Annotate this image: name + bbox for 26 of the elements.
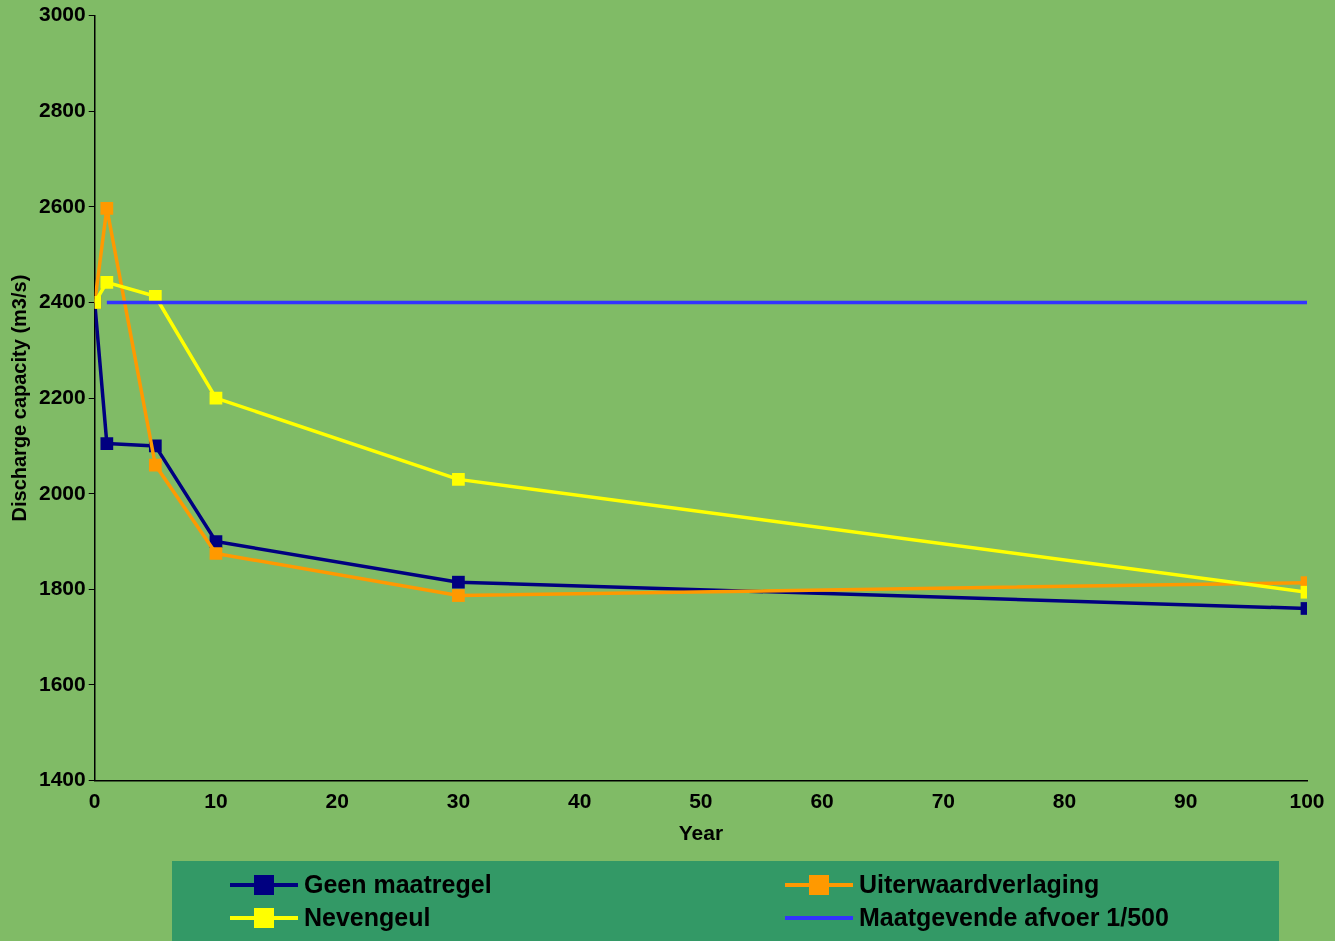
x-tick-label: 10 — [204, 789, 228, 812]
legend-label: Maatgevende afvoer 1/500 — [859, 903, 1169, 932]
legend-label: Uiterwaardverlaging — [859, 870, 1100, 899]
y-tick-label: 1400 — [39, 767, 86, 791]
y-tick-label: 2600 — [39, 193, 86, 217]
y-tick-label: 2200 — [39, 384, 86, 408]
x-tick-label: 40 — [567, 789, 592, 812]
y-tick-label: 1800 — [39, 576, 86, 600]
x-tick-label: 60 — [810, 789, 834, 812]
x-tick-label: 0 — [88, 789, 101, 812]
x-tick-label: 30 — [446, 789, 471, 812]
y-tick-label: 3000 — [39, 2, 86, 26]
x-tick-label: 50 — [689, 789, 713, 812]
x-tick-label: 80 — [1052, 789, 1077, 812]
legend-label: Nevengeul — [304, 903, 431, 932]
y-tick-label: 2800 — [39, 98, 86, 122]
y-tick-label: 2000 — [39, 480, 86, 504]
x-tick-label: 90 — [1174, 789, 1198, 812]
x-axis-title: Year — [678, 821, 724, 845]
x-tick-label: 20 — [325, 789, 349, 812]
legend-label: Geen maatregel — [304, 870, 492, 899]
y-tick-label: 2400 — [39, 289, 86, 313]
y-axis-title: Discharge capacity (m3/s) — [7, 274, 30, 522]
x-tick-label: 100 — [1289, 789, 1325, 812]
x-tick-label: 70 — [931, 789, 955, 812]
y-tick-label: 1600 — [39, 671, 86, 695]
